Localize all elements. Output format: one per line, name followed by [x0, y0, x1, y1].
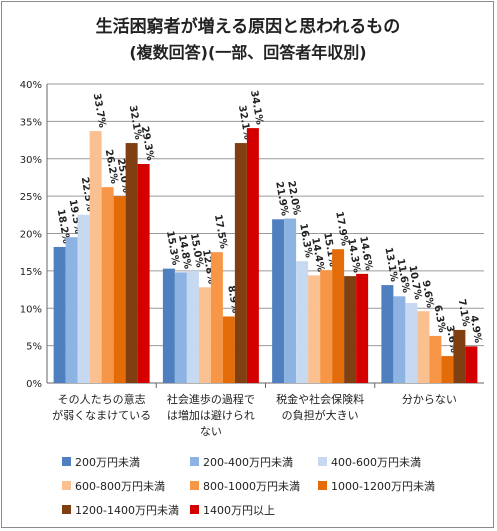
bar — [210, 252, 223, 383]
data-label: 7.1% — [456, 298, 472, 327]
bar — [417, 311, 430, 383]
bar — [77, 214, 90, 383]
bar — [381, 285, 394, 383]
bar — [429, 335, 442, 383]
bar — [234, 143, 247, 383]
data-label: 33.7% — [91, 93, 108, 129]
legend-swatch — [62, 481, 71, 490]
legend-swatch — [190, 457, 199, 466]
bar — [113, 196, 126, 383]
bar — [125, 143, 138, 383]
data-label: 29.3% — [139, 125, 156, 161]
category-label: ない — [200, 425, 222, 438]
bar — [393, 296, 406, 383]
y-tick-label: 30% — [20, 155, 42, 166]
y-tick-label: 20% — [20, 230, 42, 241]
bar — [65, 237, 78, 383]
bar — [453, 329, 466, 383]
legend-swatch — [190, 481, 199, 490]
data-label: 9.6% — [420, 280, 436, 309]
bar — [356, 273, 369, 383]
category-label: は増加は避けられ — [167, 408, 255, 422]
category-label: 分からない — [402, 393, 457, 406]
bar — [186, 270, 199, 383]
bar — [465, 346, 478, 383]
bar — [89, 131, 102, 383]
bar — [308, 275, 321, 383]
bar — [174, 272, 187, 383]
category-label: の負担が大きい — [282, 408, 359, 422]
category-label: 社会進歩の過程で — [167, 392, 255, 406]
y-tick-label: 35% — [20, 117, 42, 128]
bar — [296, 261, 309, 383]
legend-swatch — [62, 457, 71, 466]
legend-label: 1000-1200万円未満 — [331, 480, 435, 493]
bar — [332, 249, 345, 383]
legend-label: 400-600万円未満 — [331, 456, 421, 469]
bar — [53, 246, 66, 383]
category-label: その人たちの意志 — [58, 392, 146, 406]
y-tick-label: 5% — [26, 342, 42, 353]
bar — [137, 163, 150, 383]
bar — [101, 187, 114, 383]
y-tick-label: 15% — [20, 267, 42, 278]
data-label: 17.5% — [212, 214, 229, 250]
y-tick-label: 40% — [20, 80, 42, 91]
chart-title-line-2: (複数回答)(一部、回答者年収別) — [129, 43, 366, 62]
legend-label: 200-400万円未満 — [203, 456, 293, 469]
bar — [198, 287, 211, 383]
legend-swatch — [318, 481, 327, 490]
legend-swatch — [318, 457, 327, 466]
legend-label: 1400万円以上 — [203, 504, 275, 517]
bar — [222, 316, 235, 383]
y-tick-label: 0% — [26, 379, 42, 390]
legend-label: 800-1000万円未満 — [203, 480, 300, 493]
bar — [405, 303, 418, 383]
y-tick-label: 25% — [20, 192, 42, 203]
y-tick-label: 10% — [20, 304, 42, 315]
data-label: 6.3% — [432, 304, 448, 333]
bar — [246, 128, 259, 383]
legend-swatch — [190, 505, 199, 514]
bar — [320, 270, 333, 383]
legend-label: 200万円未満 — [75, 456, 140, 469]
bar — [272, 219, 285, 383]
category-label: が弱くなまけている — [52, 408, 151, 422]
legend-label: 600-800万円未満 — [75, 480, 165, 493]
legend-label: 1200-1400万円未満 — [75, 504, 179, 517]
data-label: 4.9% — [468, 315, 484, 344]
bar — [284, 218, 297, 383]
category-label: 税金や社会保険料 — [276, 392, 364, 406]
bar — [162, 268, 175, 383]
legend-swatch — [62, 505, 71, 514]
chart-title-line-1: 生活困窮者が増える原因と思われるもの — [96, 16, 401, 37]
bar — [441, 356, 454, 383]
bar — [344, 276, 357, 383]
